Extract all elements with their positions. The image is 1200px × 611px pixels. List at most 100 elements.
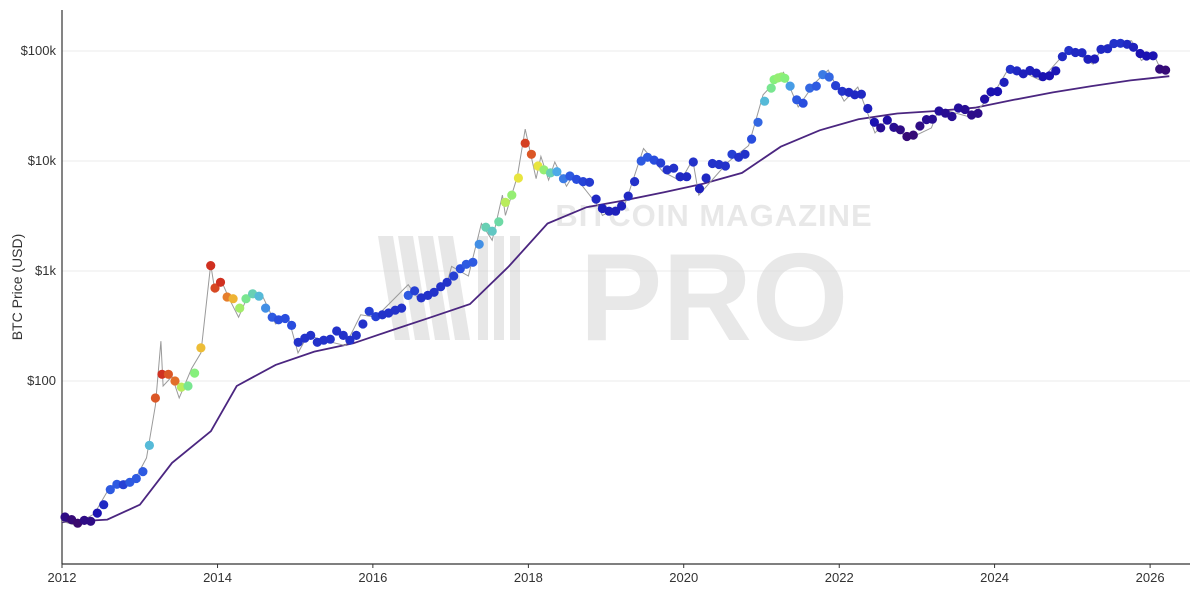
heat-point bbox=[740, 149, 750, 159]
heat-point bbox=[869, 117, 880, 127]
heat-point bbox=[876, 123, 886, 133]
heat-point bbox=[1141, 51, 1152, 61]
heat-point bbox=[241, 294, 251, 304]
heat-point bbox=[507, 190, 517, 200]
heat-point bbox=[1103, 44, 1113, 54]
heat-point bbox=[760, 96, 770, 106]
heat-point bbox=[332, 326, 342, 336]
heat-point bbox=[863, 103, 873, 114]
heat-point bbox=[656, 158, 666, 168]
heat-point bbox=[500, 197, 510, 207]
heat-point bbox=[215, 277, 226, 287]
heat-point bbox=[1109, 38, 1119, 49]
heat-point bbox=[99, 500, 109, 510]
heat-point bbox=[591, 194, 601, 204]
x-tick-label: 2014 bbox=[203, 570, 232, 585]
x-tick-label: 2024 bbox=[980, 570, 1009, 585]
heat-point bbox=[210, 283, 220, 293]
heat-point bbox=[442, 277, 452, 287]
heat-point bbox=[1051, 66, 1061, 76]
heat-point bbox=[980, 94, 990, 104]
x-tick-label: 2026 bbox=[1136, 570, 1165, 585]
heat-point bbox=[520, 138, 530, 148]
heat-point bbox=[675, 172, 685, 182]
heat-point bbox=[999, 77, 1009, 87]
heat-point bbox=[669, 163, 679, 173]
heat-point bbox=[688, 157, 698, 167]
heat-point bbox=[701, 173, 711, 183]
y-tick-labels: $100 $1k $10k $100k bbox=[21, 43, 57, 388]
heat-point bbox=[494, 217, 504, 227]
y-tick-label: $100k bbox=[21, 43, 57, 58]
heat-point bbox=[882, 115, 892, 125]
x-tick-label: 2016 bbox=[358, 570, 387, 585]
heat-point bbox=[138, 467, 148, 477]
heat-point bbox=[254, 291, 264, 301]
heat-point bbox=[604, 206, 614, 216]
heat-point bbox=[345, 335, 355, 345]
heat-points-series bbox=[60, 38, 1171, 528]
x-tick-label: 2022 bbox=[825, 570, 854, 585]
heat-point bbox=[131, 473, 141, 484]
heat-point bbox=[526, 149, 537, 159]
heat-point bbox=[682, 172, 692, 182]
heat-point bbox=[1161, 65, 1171, 75]
heat-point bbox=[630, 177, 640, 187]
watermark-text-bottom: PRO bbox=[580, 229, 849, 367]
heat-point bbox=[364, 306, 374, 316]
heat-point bbox=[196, 343, 206, 353]
heat-point bbox=[144, 440, 154, 450]
heat-point bbox=[235, 303, 245, 313]
heat-point bbox=[611, 206, 621, 216]
heat-point bbox=[429, 287, 439, 297]
heat-point bbox=[1070, 47, 1080, 58]
heat-point bbox=[1090, 54, 1100, 64]
heat-point bbox=[753, 117, 763, 127]
heat-point bbox=[766, 83, 776, 93]
heat-point bbox=[973, 108, 983, 118]
heat-point bbox=[280, 313, 290, 324]
heat-point bbox=[293, 337, 303, 347]
heat-point bbox=[86, 516, 96, 526]
heat-point bbox=[487, 226, 497, 236]
heat-point bbox=[1148, 51, 1158, 61]
heat-point bbox=[351, 330, 361, 340]
heat-point bbox=[895, 125, 905, 135]
y-axis-label: BTC Price (USD) bbox=[9, 234, 25, 341]
heat-point bbox=[780, 73, 790, 83]
heat-point bbox=[403, 290, 413, 300]
x-tick-label: 2012 bbox=[48, 570, 77, 585]
heat-point bbox=[468, 257, 478, 267]
heat-point bbox=[206, 261, 216, 271]
heat-point bbox=[623, 191, 633, 201]
heat-point bbox=[915, 121, 925, 131]
heat-point bbox=[157, 369, 167, 379]
heat-point bbox=[960, 104, 970, 115]
heat-point bbox=[584, 177, 595, 187]
watermark: BITCOIN MAGAZINE PRO bbox=[378, 198, 872, 367]
heat-point bbox=[694, 184, 705, 194]
heat-point bbox=[1077, 48, 1087, 58]
heat-point bbox=[617, 201, 627, 211]
heat-point bbox=[1044, 71, 1055, 81]
heat-point bbox=[163, 369, 173, 379]
heat-point bbox=[798, 98, 808, 108]
heat-point bbox=[287, 320, 297, 330]
heat-point bbox=[720, 161, 731, 171]
heat-point bbox=[105, 485, 115, 495]
heat-point bbox=[410, 286, 420, 296]
heat-point bbox=[831, 81, 841, 91]
heat-point bbox=[947, 111, 957, 122]
x-tick-label: 2020 bbox=[669, 570, 698, 585]
gridlines bbox=[62, 50, 1190, 382]
heat-point bbox=[811, 81, 821, 91]
heat-point bbox=[436, 282, 446, 292]
heat-point bbox=[1057, 52, 1067, 62]
heat-point bbox=[986, 87, 996, 97]
heat-point bbox=[228, 294, 238, 304]
heat-point bbox=[150, 393, 160, 403]
heat-point bbox=[474, 239, 484, 249]
watermark-logo-mark bbox=[378, 236, 520, 340]
